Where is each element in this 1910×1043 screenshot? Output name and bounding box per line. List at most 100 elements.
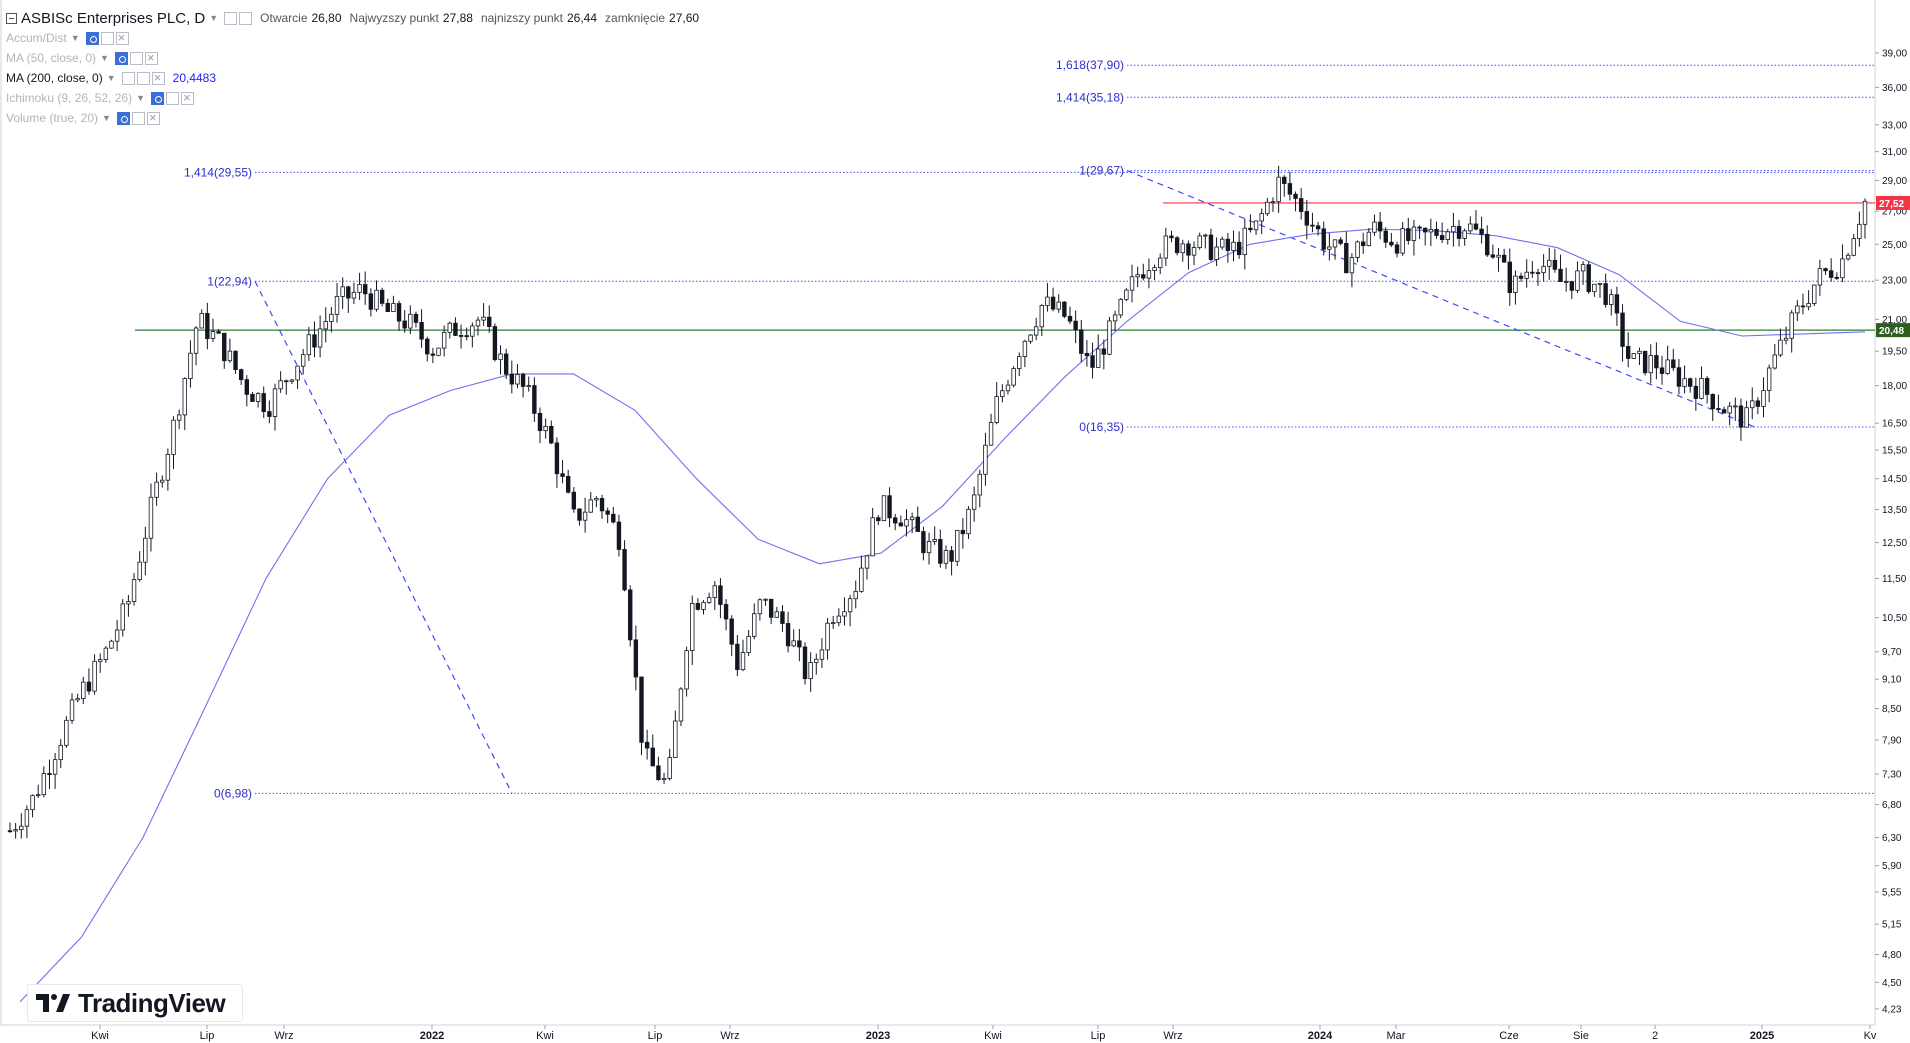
chevron-down-icon[interactable]: ▼ [136, 93, 145, 103]
collapse-legend-icon[interactable] [6, 12, 17, 24]
candle-body [757, 599, 763, 615]
settings-icon[interactable] [131, 111, 145, 125]
indicator-row-ma200[interactable]: MA (200, close, 0) ▼ 20,4483 [6, 68, 707, 88]
candle-body [1699, 378, 1704, 399]
close-icon[interactable] [146, 110, 160, 125]
candle-body [69, 699, 75, 721]
candle-body [323, 321, 328, 330]
eye-icon[interactable] [121, 71, 135, 85]
close-icon[interactable] [181, 90, 194, 105]
indicator-name[interactable]: Volume (true, 20) [6, 111, 99, 125]
candle-body [1716, 408, 1721, 411]
candle-body [317, 328, 323, 348]
candle-body [419, 321, 424, 340]
candle-body [1744, 407, 1749, 428]
close-icon[interactable] [115, 30, 129, 45]
time-axis-label: Kwi [91, 1030, 109, 1042]
candle-body [498, 353, 503, 361]
candle-body [1659, 367, 1665, 374]
candle-body [1084, 353, 1090, 357]
candle-body [103, 647, 109, 660]
indicator-name[interactable]: Accum/Dist [6, 31, 67, 45]
candle-body [994, 396, 999, 423]
candle-body [1372, 221, 1377, 233]
candle-body [1648, 355, 1653, 374]
time-axis-label: Lip [1091, 1030, 1106, 1042]
candle-body [1552, 259, 1558, 270]
chevron-down-icon[interactable]: ▼ [106, 73, 116, 83]
settings-icon[interactable] [136, 71, 150, 85]
chevron-down-icon[interactable]: ▼ [70, 33, 80, 43]
candle-body [1208, 234, 1214, 260]
candle-body [52, 759, 58, 775]
candle-body [1642, 350, 1648, 374]
candle-body [1298, 198, 1304, 212]
indicator-name[interactable]: MA (50, close, 0) [6, 51, 97, 65]
candle-body [520, 374, 526, 387]
eye-icon[interactable] [116, 111, 130, 125]
chevron-down-icon[interactable]: ▼ [209, 13, 219, 23]
trend-line-dashed[interactable] [254, 281, 513, 794]
ma200-line[interactable] [19, 228, 1866, 1003]
candle-body [1575, 270, 1580, 291]
candle-body [1631, 353, 1637, 359]
candle-body [250, 393, 255, 402]
eye-icon[interactable] [114, 51, 128, 65]
candle-body [1592, 283, 1597, 293]
indicator-row-ma50[interactable]: MA (50, close, 0) ▼ [6, 48, 707, 68]
candle-body [1411, 226, 1417, 241]
settings-icon[interactable] [239, 11, 253, 25]
candle-body [92, 660, 97, 692]
indicator-row-accum-dist[interactable]: Accum/Dist ▼ [6, 28, 707, 48]
chevron-down-icon[interactable]: ▼ [100, 53, 109, 63]
candle-body [487, 316, 492, 327]
candle-body [47, 773, 52, 775]
candle-body [1496, 254, 1501, 258]
chevron-down-icon[interactable]: ▼ [102, 113, 111, 123]
indicator-name[interactable]: MA (200, close, 0) [6, 71, 103, 85]
candle-body [926, 541, 932, 554]
candle-body [154, 481, 159, 498]
candle-body [560, 473, 565, 477]
candle-body [554, 442, 560, 475]
candle-body [1225, 238, 1231, 251]
candle-body [1332, 239, 1338, 248]
candle-body [24, 809, 30, 827]
candle-body [402, 320, 407, 329]
candle-body [718, 585, 723, 605]
eye-icon[interactable] [151, 91, 164, 105]
candle-body [295, 365, 300, 381]
candle-body [1310, 224, 1315, 227]
candle-body [255, 393, 261, 402]
candle-body [825, 622, 830, 651]
symbol-title[interactable]: ASBISc Enterprises PLC, D [21, 9, 206, 27]
candle-body [329, 313, 334, 322]
indicator-row-ichimoku[interactable]: Ichimoku (9, 26, 52, 26) ▼ [6, 88, 707, 108]
candle-body [396, 303, 402, 322]
trend-line-dashed[interactable] [1126, 170, 1756, 428]
candle-body [1073, 320, 1078, 331]
candle-body [768, 598, 774, 618]
price-axis-label: 31,00 [1882, 147, 1907, 158]
candle-body [86, 681, 92, 692]
candle-body [492, 326, 498, 361]
price-axis-label: 11,50 [1882, 574, 1907, 585]
price-axis-label: 5,15 [1882, 920, 1902, 931]
eye-icon[interactable] [224, 11, 238, 25]
candle-body [1146, 270, 1152, 279]
tradingview-logo[interactable]: TradingView [27, 984, 243, 1022]
settings-icon[interactable] [100, 31, 114, 45]
candle-body [983, 444, 988, 475]
candle-body [1817, 268, 1823, 286]
indicator-name[interactable]: Ichimoku (9, 26, 52, 26) [6, 91, 133, 105]
close-icon[interactable] [151, 70, 165, 85]
indicator-row-volume[interactable]: Volume (true, 20) ▼ [6, 108, 707, 128]
candle-body [238, 369, 244, 381]
candle-body [780, 611, 785, 624]
settings-icon[interactable] [129, 51, 143, 65]
settings-icon[interactable] [166, 91, 179, 105]
candle-body [1547, 259, 1552, 267]
eye-icon[interactable] [85, 31, 99, 45]
close-icon[interactable] [144, 50, 158, 65]
